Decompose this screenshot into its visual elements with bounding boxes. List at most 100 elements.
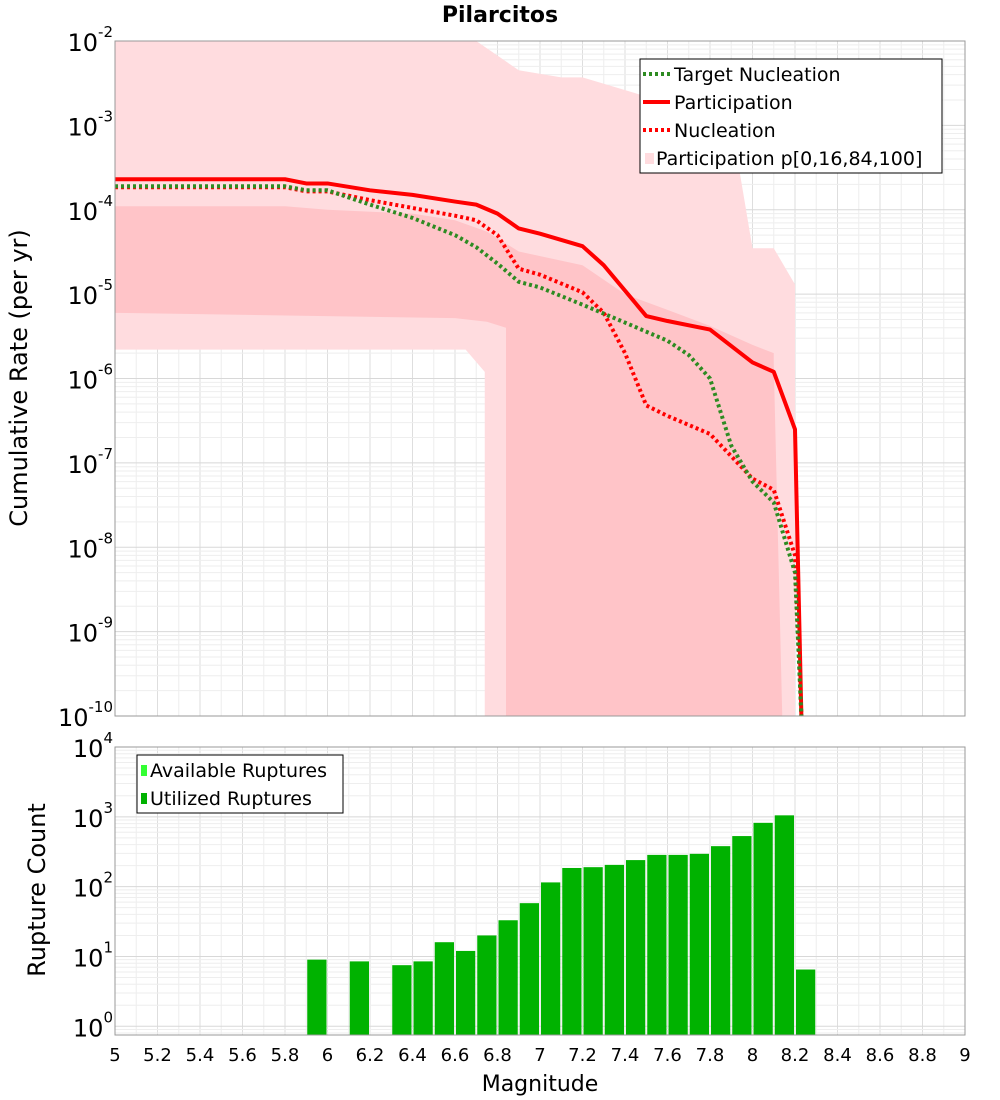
y-tick-label-exp: 3 — [103, 799, 113, 817]
x-tick-label: 6 — [322, 1045, 333, 1066]
y-tick-label-exp: 0 — [103, 1008, 113, 1026]
x-tick-label: 5.6 — [228, 1045, 257, 1066]
legend-swatch — [141, 765, 147, 776]
y-tick-label: 10-4 — [67, 192, 113, 226]
x-tick-label: 8.2 — [781, 1045, 810, 1066]
y-tick-label: 10-9 — [67, 614, 113, 648]
y-tick-label-base: 10 — [67, 620, 98, 648]
y-tick-label-base: 10 — [73, 944, 104, 972]
y-tick-label-base: 10 — [73, 805, 104, 833]
rupture-bar — [689, 853, 709, 1035]
rupture-bar — [753, 822, 773, 1035]
x-tick-label: 8.6 — [866, 1045, 895, 1066]
legend-label: Available Ruptures — [150, 760, 327, 782]
y-tick-label-base: 10 — [67, 198, 98, 226]
y-tick-label: 101 — [73, 938, 113, 972]
x-tick-label: 5.4 — [186, 1045, 215, 1066]
y-tick-label: 100 — [73, 1008, 113, 1042]
rupture-bar — [307, 959, 327, 1035]
plot-frame — [114, 40, 966, 717]
x-tick-label: 5.8 — [271, 1045, 300, 1066]
y-tick-label-exp: -6 — [98, 361, 113, 379]
legend-label: Participation p[0,16,84,100] — [656, 148, 922, 170]
x-tick-label: 7.6 — [653, 1045, 682, 1066]
y-tick-label-exp: -4 — [98, 192, 113, 210]
rupture-bar — [349, 961, 369, 1035]
y-tick-label-base: 10 — [67, 29, 98, 57]
x-tick-label: 7.8 — [696, 1045, 725, 1066]
legend-label: Nucleation — [674, 120, 776, 142]
rupture-bar — [477, 935, 497, 1035]
legend-box — [639, 58, 943, 174]
legend-box — [136, 754, 344, 814]
x-tick-label: 5 — [109, 1045, 120, 1066]
rupture-bar — [434, 942, 454, 1035]
legend-swatch — [141, 793, 147, 804]
x-tick-label: 9 — [959, 1045, 970, 1066]
y-tick-label-base: 10 — [73, 735, 104, 763]
y-tick-label-exp: 2 — [103, 869, 113, 887]
rupture-bar — [413, 961, 433, 1035]
y-tick-label: 104 — [73, 729, 113, 763]
y-tick-label-base: 10 — [67, 113, 98, 141]
rupture-bar — [626, 860, 646, 1035]
y-tick-label-base: 10 — [67, 367, 98, 395]
y-tick-label-exp: -8 — [98, 529, 113, 547]
y-tick-label-exp: -2 — [98, 23, 113, 41]
participation-line — [115, 177, 804, 717]
y-tick-label-exp: -5 — [98, 276, 113, 294]
x-tick-label: 8.4 — [823, 1045, 852, 1066]
y-tick-label-exp: -10 — [89, 698, 114, 716]
x-axis-label: Magnitude — [482, 1072, 599, 1097]
y-tick-label-base: 10 — [67, 451, 98, 479]
x-tick-label: 6.8 — [483, 1045, 512, 1066]
rupture-bar — [774, 815, 794, 1035]
x-tick-label: 8.8 — [908, 1045, 937, 1066]
legend-label: Target Nucleation — [673, 64, 841, 86]
legend-label: Utilized Ruptures — [150, 788, 312, 810]
x-tick-label: 7 — [534, 1045, 545, 1066]
x-tick-label: 7.2 — [568, 1045, 597, 1066]
y-tick-label-base: 10 — [67, 282, 98, 310]
rupture-bar — [541, 882, 561, 1035]
y-axis-label: Rupture Count — [23, 803, 51, 977]
rupture-bar — [562, 867, 582, 1035]
rupture-bar — [392, 965, 412, 1035]
legend-label: Participation — [674, 92, 793, 114]
y-tick-label: 10-2 — [67, 23, 113, 57]
y-tick-label-base: 10 — [58, 704, 89, 732]
legend-swatch — [645, 153, 654, 164]
rupture-bar — [498, 920, 518, 1035]
rupture-bar — [583, 867, 603, 1035]
y-tick-label-base: 10 — [73, 875, 104, 903]
rupture-bar — [519, 903, 539, 1035]
rupture-bar — [604, 864, 624, 1035]
y-tick-label: 103 — [73, 799, 113, 833]
y-tick-label: 10-3 — [67, 107, 113, 141]
y-tick-label: 10-7 — [67, 445, 113, 479]
band-inner — [115, 206, 783, 716]
y-axis-label: Cumulative Rate (per yr) — [5, 229, 33, 527]
x-tick-label: 6.4 — [398, 1045, 427, 1066]
x-tick-label: 7.4 — [611, 1045, 640, 1066]
x-tick-label: 5.2 — [143, 1045, 172, 1066]
y-tick-label-exp: -7 — [98, 445, 113, 463]
y-tick-label-exp: -9 — [98, 614, 113, 632]
rupture-bar — [456, 950, 476, 1035]
rupture-bar — [796, 969, 816, 1035]
rupture-bar — [647, 854, 667, 1035]
y-tick-label: 10-8 — [67, 529, 113, 563]
y-tick-label-base: 10 — [67, 535, 98, 563]
rupture-bar — [711, 846, 731, 1035]
y-tick-label: 10-10 — [58, 698, 113, 732]
y-tick-label: 102 — [73, 869, 113, 903]
x-tick-label: 8 — [747, 1045, 758, 1066]
y-tick-label: 10-5 — [67, 276, 113, 310]
chart-title: Pilarcitos — [442, 3, 558, 28]
x-tick-label: 6.6 — [441, 1045, 470, 1066]
y-tick-label: 10-6 — [67, 361, 113, 395]
plot-frame — [114, 746, 966, 1036]
